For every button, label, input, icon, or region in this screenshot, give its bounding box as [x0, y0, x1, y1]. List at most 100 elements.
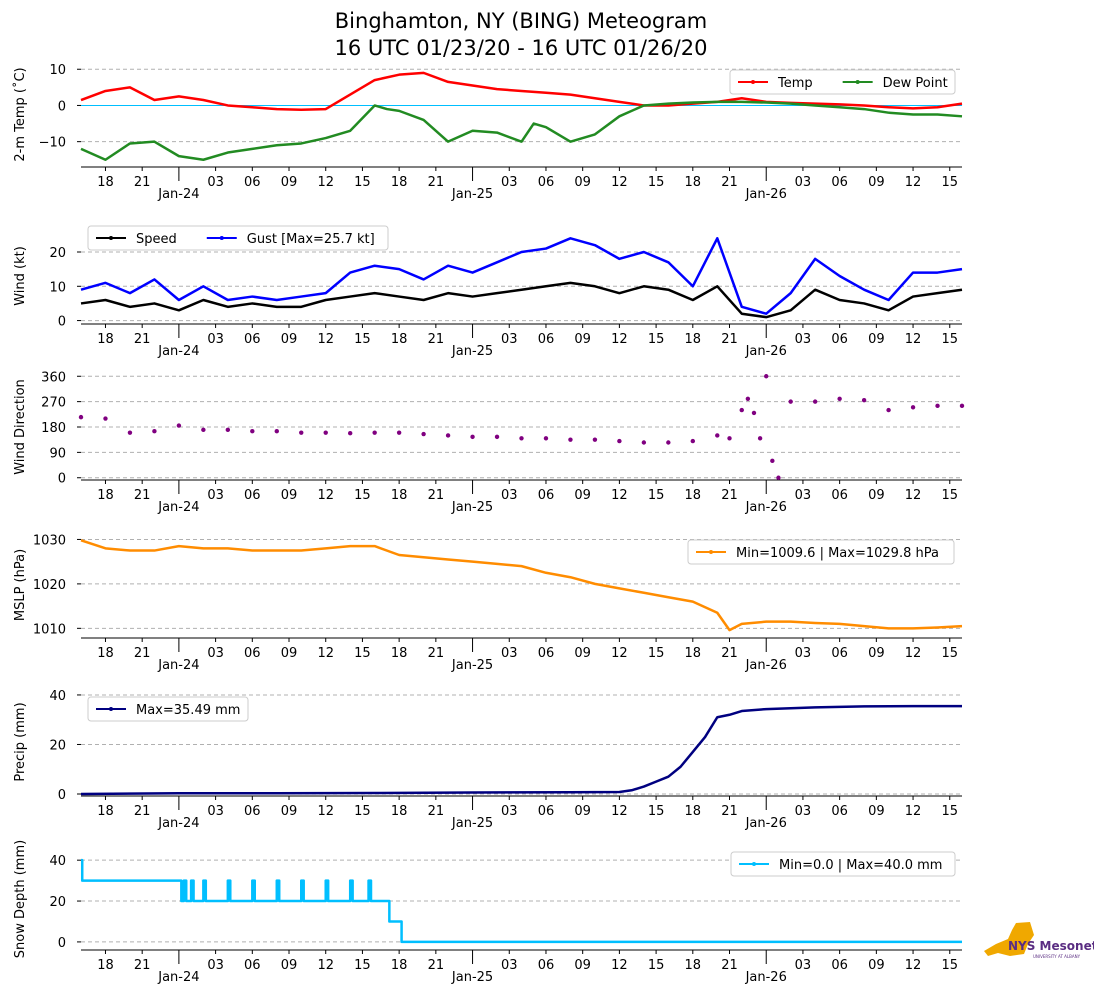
y-axis-label: MSLP (hPa) [13, 549, 28, 621]
wind-direction-point [445, 433, 451, 438]
day-tick-label: Jan-25 [451, 187, 493, 202]
x-tick-label: 03 [501, 175, 518, 190]
x-tick-label: 09 [281, 804, 298, 819]
wind-direction-point [470, 434, 475, 440]
x-tick-label: 15 [354, 804, 371, 819]
wind-direction-point [715, 433, 720, 438]
x-tick-label: 06 [831, 804, 848, 819]
x-tick-label: 18 [391, 958, 408, 973]
day-tick-label: Jan-26 [745, 970, 787, 985]
x-tick-label: 18 [685, 646, 702, 661]
day-tick-label: Jan-24 [157, 500, 199, 515]
x-tick-label: 21 [134, 958, 151, 973]
day-tick-label: Jan-26 [745, 816, 787, 831]
y-tick-label: −10 [39, 136, 66, 151]
y-tick-label: 360 [41, 370, 66, 385]
wind-direction-point [152, 429, 157, 434]
x-tick-label: 15 [648, 332, 665, 347]
x-tick-label: 15 [941, 332, 958, 347]
x-tick-label: 06 [538, 488, 555, 503]
x-tick-label: 09 [281, 332, 298, 347]
wind-direction-point [274, 429, 279, 434]
legend-box [687, 539, 955, 565]
x-tick-label: 09 [868, 332, 885, 347]
wind-direction-point [886, 407, 891, 413]
x-tick-label: 12 [611, 804, 628, 819]
x-tick-label: 12 [905, 488, 922, 503]
y-tick-label: 90 [49, 446, 66, 461]
x-tick-label: 09 [868, 646, 885, 661]
y-tick-label: 1020 [33, 578, 66, 593]
wind-direction-point [751, 410, 757, 416]
wind-direction-point [770, 458, 775, 464]
wind-direction-point [494, 434, 500, 440]
x-tick-label: 06 [831, 958, 848, 973]
x-tick-label: 09 [868, 488, 885, 503]
x-tick-label: 21 [721, 958, 738, 973]
x-tick-label: 09 [574, 646, 591, 661]
x-tick-label: 03 [501, 804, 518, 819]
x-tick-label: 15 [354, 332, 371, 347]
day-tick-label: Jan-24 [157, 970, 199, 985]
day-tick-label: Jan-24 [157, 816, 199, 831]
x-tick-label: 09 [868, 804, 885, 819]
x-tick-label: 18 [685, 175, 702, 190]
wind-direction-point [837, 396, 842, 402]
y-axis-label: 2-m Temp (˚C) [12, 67, 28, 161]
y-axis-label: Snow Depth (mm) [13, 840, 28, 958]
x-tick-label: 18 [685, 958, 702, 973]
wind-direction-point [959, 403, 965, 409]
x-tick-label: 15 [648, 175, 665, 190]
x-tick-label: 06 [831, 175, 848, 190]
x-tick-label: 12 [905, 958, 922, 973]
legend-marker [752, 862, 756, 866]
x-tick-label: 06 [244, 488, 261, 503]
x-tick-label: 21 [428, 332, 445, 347]
day-tick-label: Jan-26 [745, 344, 787, 359]
day-tick-label: Jan-25 [451, 816, 493, 831]
x-tick-label: 21 [428, 488, 445, 503]
x-tick-label: 12 [317, 332, 334, 347]
y-tick-label: 40 [49, 689, 66, 704]
title-line-2: 16 UTC 01/23/20 - 16 UTC 01/26/20 [335, 36, 708, 60]
x-tick-label: 12 [611, 175, 628, 190]
title-line-1: Binghamton, NY (BING) Meteogram [335, 9, 707, 33]
x-tick-label: 09 [574, 958, 591, 973]
x-tick-label: 15 [354, 488, 371, 503]
x-tick-label: 03 [501, 646, 518, 661]
legend-box [729, 69, 956, 95]
x-tick-label: 12 [611, 646, 628, 661]
x-tick-label: 18 [391, 332, 408, 347]
x-tick-label: 15 [354, 646, 371, 661]
x-tick-label: 09 [281, 646, 298, 661]
y-tick-label: 40 [49, 854, 66, 869]
x-tick-label: 12 [317, 958, 334, 973]
precip-legend: Max=35.49 mm [87, 696, 249, 722]
legend-marker [109, 707, 113, 711]
snow-series-line-1 [80, 858, 962, 944]
legend-box [730, 851, 956, 877]
x-tick-label: 12 [905, 804, 922, 819]
wind-direction-point [861, 398, 867, 403]
x-tick-label: 03 [795, 646, 812, 661]
snow-legend: Min=0.0 | Max=40.0 mm [730, 851, 956, 877]
wind-direction-point [617, 438, 622, 444]
pressure-panel: 1030 1020 1010 MSLP (hPa) 18 21 03 06 09 12 15 18 21… [13, 533, 963, 673]
wind-direction-point [764, 374, 769, 379]
x-tick-label: 18 [391, 646, 408, 661]
y-tick-label: 270 [41, 396, 66, 411]
day-tick-label: Jan-26 [745, 658, 787, 673]
legend-label: Speed [136, 232, 177, 247]
x-tick-label: 06 [244, 804, 261, 819]
x-tick-label: 21 [721, 488, 738, 503]
temp-series-line-1 [80, 71, 963, 112]
x-tick-label: 15 [354, 175, 371, 190]
y-tick-label: 20 [49, 738, 66, 753]
snow-depth-panel: 40 20 0 Snow Depth (mm) 18 21 03 06 09 12 15 18 21 03… [13, 840, 962, 985]
x-tick-label: 21 [134, 332, 151, 347]
precipitation-panel: 40 20 0 Precip (mm) 18 21 03 06 09 12 15 18 21 03 06 09… [13, 689, 962, 831]
x-tick-label: 18 [391, 488, 408, 503]
wind-direction-point [250, 429, 255, 434]
x-tick-label: 09 [868, 175, 885, 190]
y-axis-label: Precip (mm) [13, 702, 28, 781]
